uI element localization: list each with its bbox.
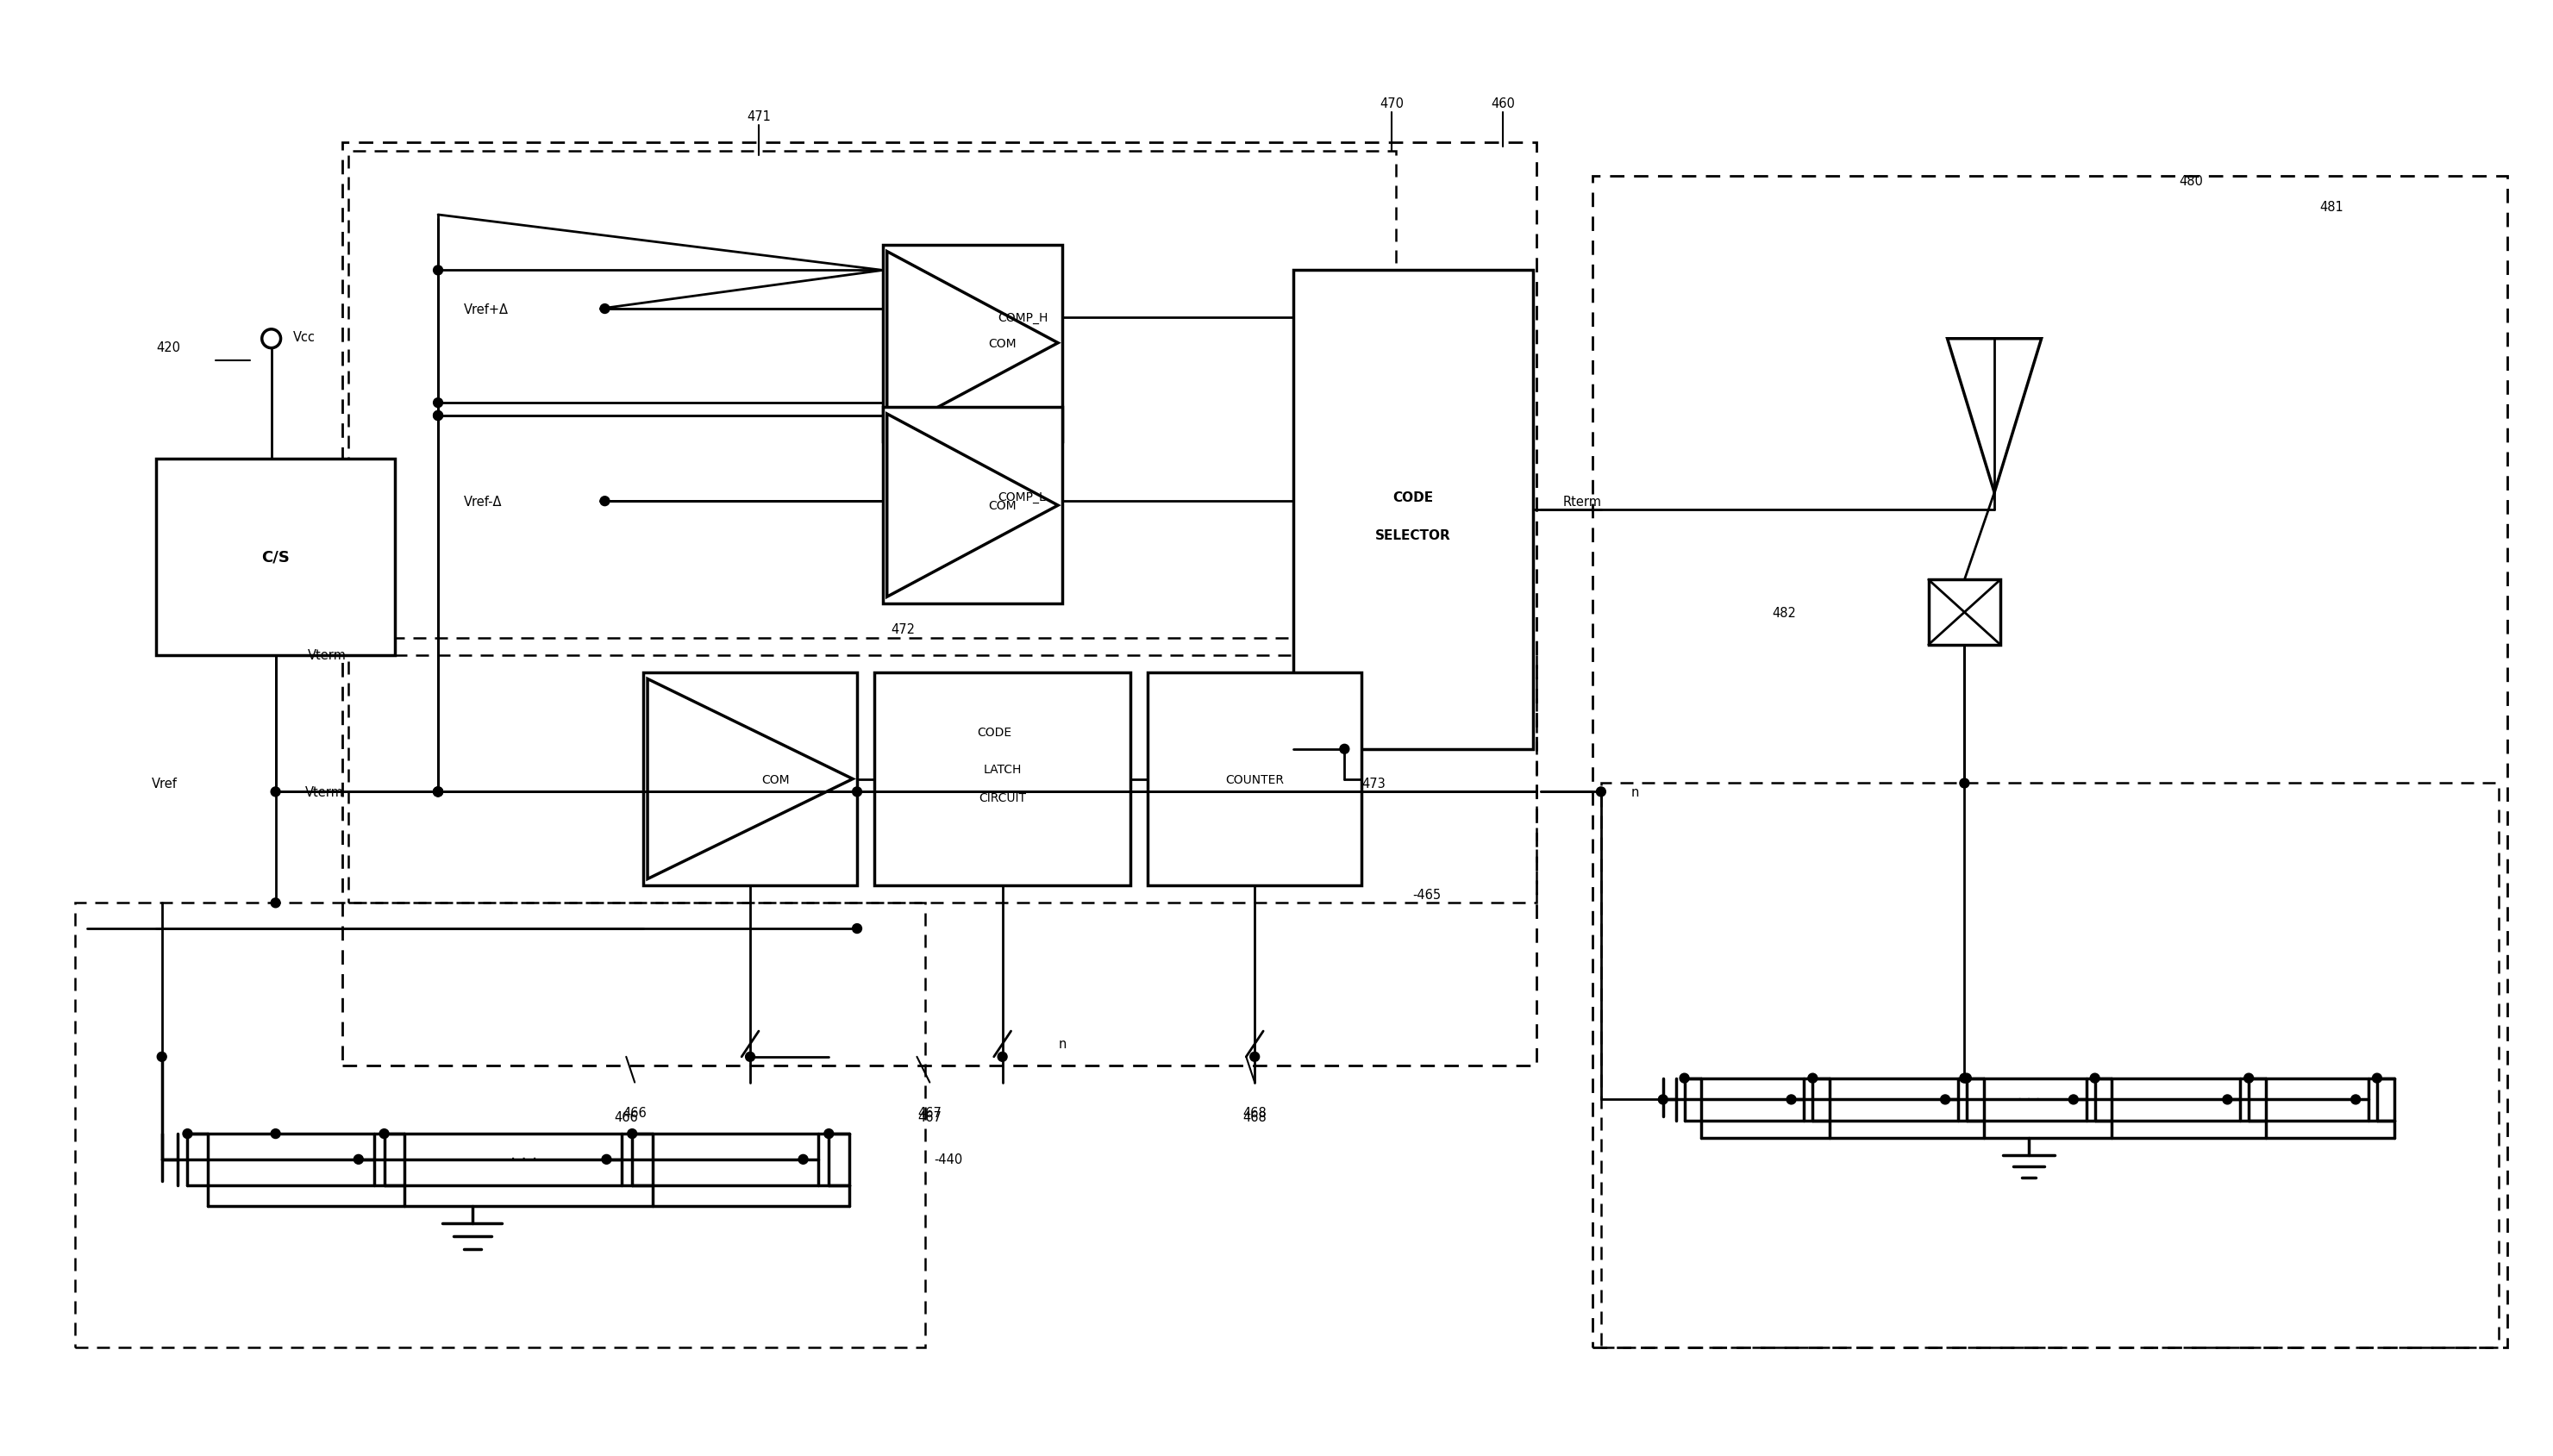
Circle shape	[1961, 1073, 1968, 1083]
Text: Vref: Vref	[151, 778, 176, 791]
Bar	[156, 459, 396, 655]
Bar	[347, 151, 1396, 638]
Bar	[1928, 579, 2002, 645]
Text: C/S: C/S	[260, 549, 288, 565]
Text: 471: 471	[745, 111, 771, 124]
Text: SELECTOR: SELECTOR	[1376, 530, 1450, 542]
Circle shape	[853, 788, 863, 796]
Text: n: n	[1059, 1038, 1067, 1051]
Text: CODE: CODE	[978, 727, 1011, 738]
Text: Vterm: Vterm	[309, 649, 347, 662]
Text: 480: 480	[2180, 175, 2203, 188]
Circle shape	[434, 399, 442, 408]
Circle shape	[745, 1053, 756, 1061]
Circle shape	[380, 1130, 388, 1139]
Text: -440: -440	[934, 1153, 962, 1166]
Circle shape	[1251, 1053, 1259, 1061]
Bar	[883, 245, 1062, 441]
Bar	[643, 673, 858, 887]
Text: COM: COM	[988, 499, 1016, 513]
Circle shape	[434, 266, 442, 275]
Text: Rterm: Rterm	[1562, 495, 1601, 508]
Text: Vref+Δ: Vref+Δ	[465, 303, 508, 316]
Text: 482: 482	[1772, 606, 1797, 619]
Circle shape	[1940, 1095, 1950, 1105]
Circle shape	[603, 1155, 610, 1165]
Bar	[1294, 271, 1532, 750]
Circle shape	[355, 1155, 363, 1165]
Circle shape	[2068, 1095, 2078, 1105]
Text: 466: 466	[623, 1107, 646, 1120]
Text: 468: 468	[1243, 1107, 1266, 1120]
Bar	[1601, 783, 2499, 1347]
Text: -465: -465	[1412, 888, 1442, 901]
Text: COUNTER: COUNTER	[1225, 773, 1284, 785]
Text: 467: 467	[917, 1107, 942, 1120]
Text: Vterm: Vterm	[306, 786, 345, 798]
Circle shape	[1596, 788, 1606, 796]
Text: 467: 467	[917, 1111, 942, 1123]
Circle shape	[2372, 1073, 2382, 1083]
Text: 468: 468	[1243, 1111, 1266, 1123]
Circle shape	[271, 788, 281, 796]
Circle shape	[1787, 1095, 1795, 1105]
Text: COMP_L: COMP_L	[998, 491, 1047, 504]
Bar	[74, 903, 927, 1347]
Circle shape	[1808, 1073, 1818, 1083]
Text: CODE: CODE	[1391, 491, 1432, 504]
Circle shape	[2091, 1073, 2099, 1083]
Bar	[1149, 673, 1361, 887]
Text: COMP_H: COMP_H	[998, 312, 1049, 323]
Bar	[342, 143, 1537, 1066]
Circle shape	[434, 788, 442, 796]
Circle shape	[2244, 1073, 2254, 1083]
Text: 472: 472	[891, 623, 917, 636]
Circle shape	[434, 788, 442, 796]
Circle shape	[600, 304, 610, 314]
Circle shape	[998, 1053, 1006, 1061]
Circle shape	[600, 496, 610, 507]
Text: · · ·: · · ·	[2017, 1092, 2040, 1108]
Circle shape	[2351, 1095, 2362, 1105]
Bar	[1593, 176, 2507, 1347]
Text: 460: 460	[1491, 98, 1514, 111]
Circle shape	[158, 1053, 166, 1061]
Text: · · ·: · · ·	[511, 1152, 536, 1168]
Circle shape	[434, 412, 442, 421]
Circle shape	[434, 412, 442, 421]
Text: n: n	[1631, 786, 1639, 798]
Text: 470: 470	[1379, 98, 1404, 111]
Text: 420: 420	[156, 341, 181, 354]
Circle shape	[271, 1130, 281, 1139]
Circle shape	[825, 1130, 832, 1139]
Circle shape	[1659, 1095, 1667, 1105]
Text: 466: 466	[615, 1111, 638, 1123]
Text: LATCH: LATCH	[983, 763, 1021, 775]
Circle shape	[1680, 1073, 1690, 1083]
Bar	[873, 673, 1131, 887]
Bar	[347, 655, 1537, 903]
Text: COM: COM	[988, 338, 1016, 349]
Text: CIRCUIT: CIRCUIT	[978, 792, 1026, 804]
Text: Vref-Δ: Vref-Δ	[465, 495, 503, 508]
Text: 473: 473	[1361, 778, 1386, 791]
Text: 481: 481	[2318, 201, 2344, 213]
Circle shape	[799, 1155, 807, 1165]
Circle shape	[271, 898, 281, 909]
Circle shape	[184, 1130, 191, 1139]
Circle shape	[1961, 1073, 1971, 1083]
Text: COM: COM	[761, 773, 789, 785]
Text: Vcc: Vcc	[294, 331, 314, 344]
Circle shape	[628, 1130, 636, 1139]
Circle shape	[1340, 744, 1348, 754]
Circle shape	[2224, 1095, 2231, 1105]
Circle shape	[853, 925, 863, 933]
Bar	[883, 408, 1062, 604]
Circle shape	[434, 788, 442, 796]
Circle shape	[1961, 779, 1968, 788]
